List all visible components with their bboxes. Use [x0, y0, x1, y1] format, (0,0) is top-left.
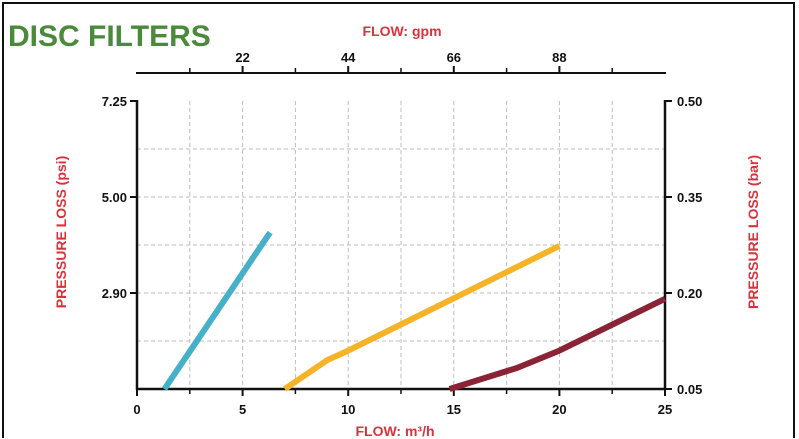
y-right-tick-label: 0.05: [677, 382, 702, 397]
left-axis-title: PRESSURE LOSS (psi): [53, 156, 69, 308]
y-left-tick-label: 2.90: [102, 286, 127, 301]
right-axis-title: PRESSURE LOSS (bar): [745, 155, 761, 309]
series-line-1: [161, 230, 273, 391]
x-tick-label: 20: [552, 402, 566, 417]
x-tick-label: 5: [239, 402, 246, 417]
x-tick-label: 0: [133, 402, 140, 417]
x-tick-label: 10: [341, 402, 355, 417]
top-tick-label: 22: [235, 50, 249, 65]
chart-title: DISC FILTERS: [8, 20, 211, 53]
x-tick-label: 15: [447, 402, 461, 417]
series-line-2: [283, 243, 561, 392]
series-line-3: [448, 296, 667, 392]
y-left-tick-label: 5.00: [102, 190, 127, 205]
x-tick-label: 25: [658, 402, 672, 417]
bottom-axis-title: FLOW: m³/h: [355, 423, 434, 439]
y-right-tick-label: 0.20: [677, 286, 702, 301]
y-right-tick-label: 0.35: [677, 190, 702, 205]
top-tick-label: 44: [341, 50, 356, 65]
top-tick-label: 66: [447, 50, 461, 65]
top-axis-title: FLOW: gpm: [362, 23, 441, 39]
y-left-tick-label: 7.25: [102, 94, 127, 109]
top-tick-label: 88: [552, 50, 566, 65]
y-right-tick-label: 0.50: [677, 94, 702, 109]
